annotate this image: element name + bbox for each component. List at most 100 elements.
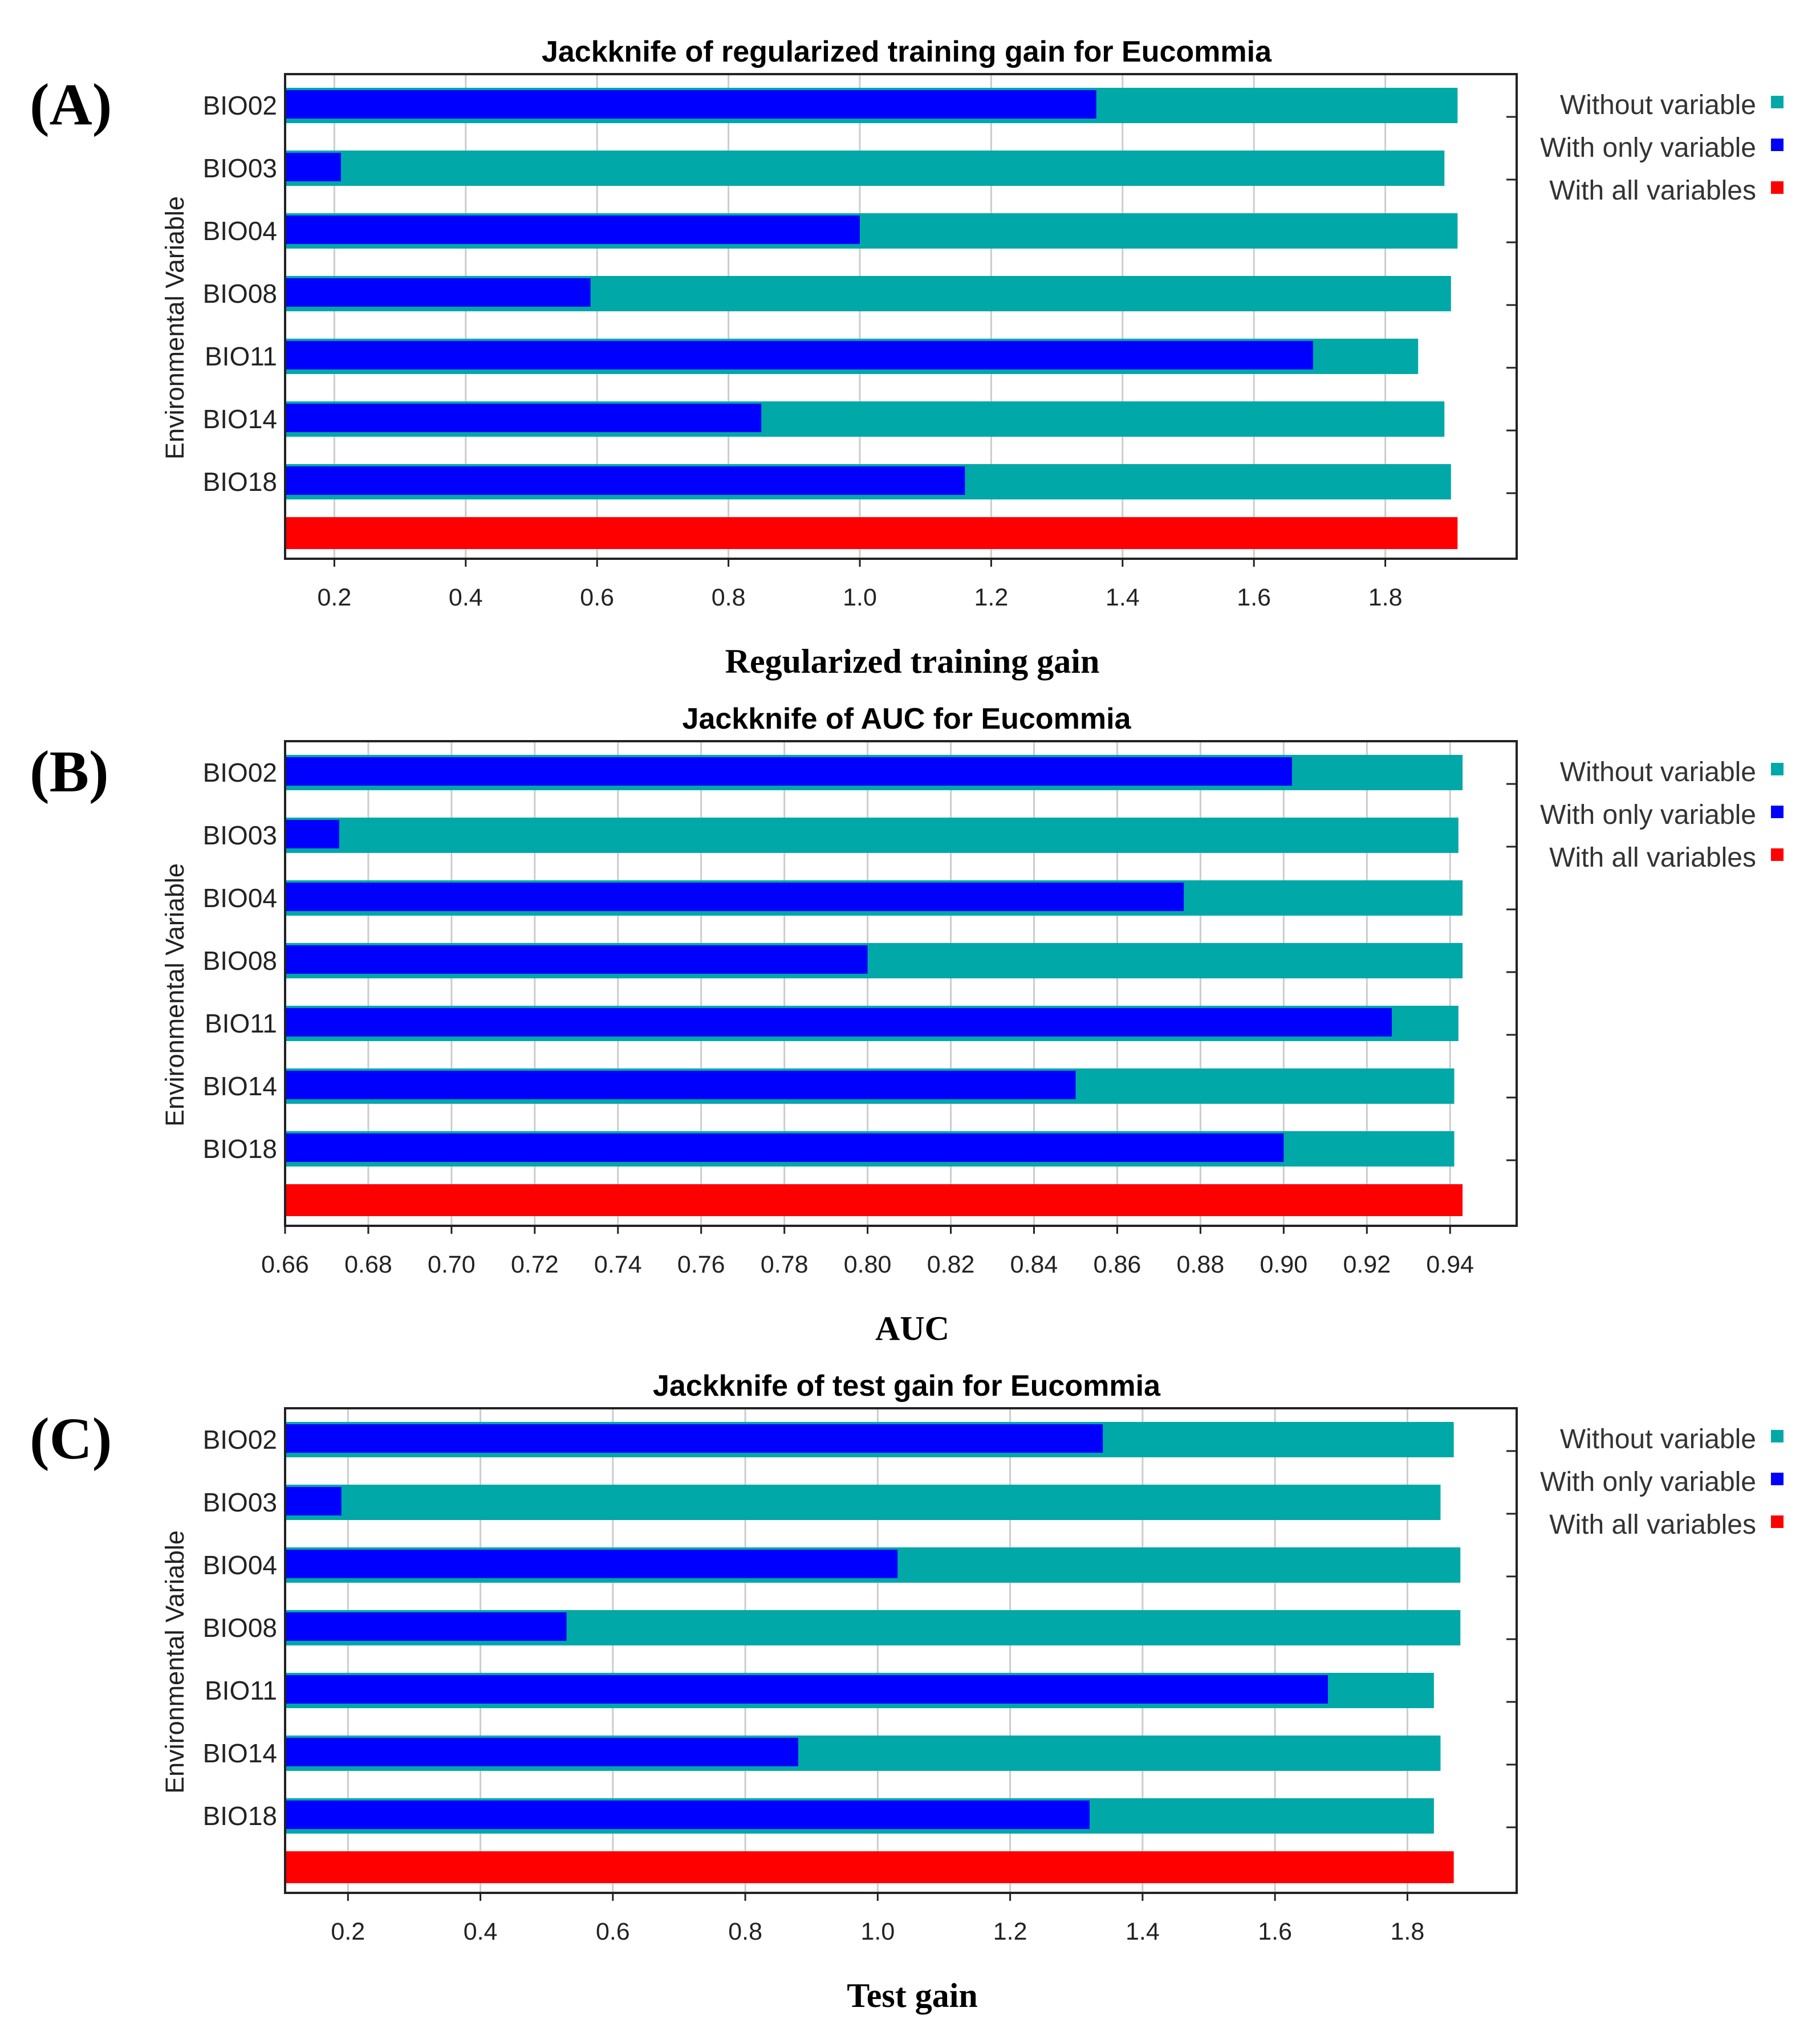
category-label: BIO11 (205, 1009, 277, 1038)
panel-label: (B) (30, 739, 109, 804)
legend-label: With all variables (1549, 176, 1756, 206)
bar-with-only-variable (285, 466, 965, 495)
category-label: BIO08 (203, 1613, 277, 1643)
y-axis-label: Environmental Variable (160, 196, 189, 460)
chart-title: Jackknife of AUC for Eucommia (682, 702, 1132, 735)
y-axis-label: Environmental Variable (160, 1530, 189, 1794)
category-label: BIO04 (203, 1550, 277, 1580)
panel-label: (C) (30, 1406, 112, 1472)
bar-with-only-variable (285, 1675, 1329, 1704)
x-axis-label: Regularized training gain (725, 643, 1100, 680)
bar-without-variable (285, 1485, 1441, 1520)
legend-label: With only variable (1540, 133, 1756, 163)
category-label: BIO03 (203, 820, 277, 850)
bar-without-variable (285, 818, 1459, 853)
x-tick-label: 0.88 (1177, 1251, 1225, 1278)
x-tick-label: 0.82 (927, 1251, 975, 1278)
legend-swatch (1771, 1430, 1784, 1442)
x-tick-label: 0.80 (844, 1251, 892, 1278)
category-label: BIO11 (205, 1676, 277, 1705)
x-tick-label: 1.8 (1390, 1918, 1424, 1945)
category-label: BIO04 (203, 216, 277, 246)
bar-with-only-variable (285, 1133, 1284, 1162)
legend-swatch (1771, 1515, 1784, 1528)
bar-with-only-variable (285, 945, 868, 974)
x-tick-label: 1.2 (993, 1918, 1027, 1945)
x-tick-label: 0.74 (594, 1251, 642, 1278)
y-axis-label: Environmental Variable (160, 863, 189, 1127)
bar-with-only-variable (285, 1071, 1076, 1099)
plot-frame (284, 740, 1518, 1227)
legend-label: Without variable (1560, 1424, 1756, 1454)
category-label: BIO14 (203, 1071, 277, 1101)
x-tick-label: 1.2 (974, 584, 1009, 611)
category-label: BIO11 (205, 342, 277, 371)
legend-swatch (1771, 848, 1784, 861)
category-label: BIO08 (203, 279, 277, 308)
x-tick-label: 0.92 (1343, 1251, 1391, 1278)
bar-with-only-variable (285, 1801, 1090, 1829)
legend-label: Without variable (1560, 757, 1756, 787)
category-label: BIO08 (203, 946, 277, 976)
category-label: BIO14 (203, 404, 277, 434)
x-tick-label: 0.8 (712, 584, 746, 611)
x-tick-label: 0.72 (511, 1251, 559, 1278)
legend-swatch (1771, 139, 1784, 151)
category-label: BIO18 (203, 467, 277, 497)
x-tick-label: 0.94 (1426, 1251, 1474, 1278)
bar-with-all-variables (285, 517, 1458, 549)
bar-with-only-variable (285, 341, 1313, 369)
legend-swatch (1771, 96, 1784, 108)
x-tick-label: 1.8 (1368, 584, 1403, 611)
x-tick-label: 0.66 (261, 1251, 309, 1278)
bar-with-only-variable (285, 820, 339, 848)
bar-with-all-variables (285, 1851, 1454, 1883)
bar-with-only-variable (285, 1487, 342, 1515)
bar-with-only-variable (285, 1550, 898, 1578)
x-tick-label: 0.2 (318, 584, 352, 611)
x-tick-label: 1.0 (843, 584, 877, 611)
legend-swatch (1771, 1473, 1784, 1485)
x-tick-label: 0.70 (428, 1251, 476, 1278)
x-tick-label: 1.6 (1258, 1918, 1292, 1945)
category-label: BIO14 (203, 1738, 277, 1768)
legend-label: Without variable (1560, 90, 1756, 120)
category-label: BIO04 (203, 883, 277, 913)
legend-swatch (1771, 763, 1784, 775)
bar-with-only-variable (285, 1612, 567, 1641)
category-label: BIO03 (203, 1488, 277, 1517)
x-tick-label: 0.90 (1260, 1251, 1307, 1278)
legend-label: With only variable (1540, 1467, 1756, 1497)
panel-1: (B) Jackknife of AUC for Eucommia Environm… (30, 702, 1784, 1347)
x-tick-label: 0.2 (331, 1918, 365, 1945)
x-tick-label: 0.84 (1010, 1251, 1058, 1278)
panel-label: (A) (30, 72, 112, 137)
bar-without-variable (285, 151, 1445, 186)
chart-title: Jackknife of regularized training gain f… (542, 35, 1272, 68)
plot-frame (284, 1407, 1518, 1894)
legend-label: With all variables (1549, 843, 1756, 873)
legend-swatch (1771, 181, 1784, 194)
panel-2: (C) Jackknife of test gain for Eucommia En… (30, 1369, 1784, 2014)
x-tick-label: 0.68 (344, 1251, 392, 1278)
x-tick-label: 1.6 (1237, 584, 1271, 611)
x-tick-label: 0.76 (677, 1251, 725, 1278)
bar-with-only-variable (285, 1008, 1392, 1037)
x-tick-label: 0.4 (449, 584, 483, 611)
category-label: BIO18 (203, 1134, 277, 1164)
x-tick-label: 0.86 (1094, 1251, 1141, 1278)
category-label: BIO02 (203, 758, 277, 787)
x-axis-label: AUC (875, 1310, 949, 1347)
x-tick-label: 0.6 (580, 584, 614, 611)
x-tick-label: 0.6 (596, 1918, 630, 1945)
legend-swatch (1771, 806, 1784, 818)
category-label: BIO18 (203, 1801, 277, 1831)
bar-with-only-variable (285, 153, 341, 181)
legend-label: With all variables (1549, 1510, 1756, 1540)
bar-with-only-variable (285, 1738, 798, 1766)
bar-with-only-variable (285, 404, 762, 432)
category-label: BIO02 (203, 91, 277, 120)
x-tick-label: 0.78 (761, 1251, 809, 1278)
bar-with-only-variable (285, 1424, 1103, 1453)
bar-with-only-variable (285, 883, 1184, 911)
